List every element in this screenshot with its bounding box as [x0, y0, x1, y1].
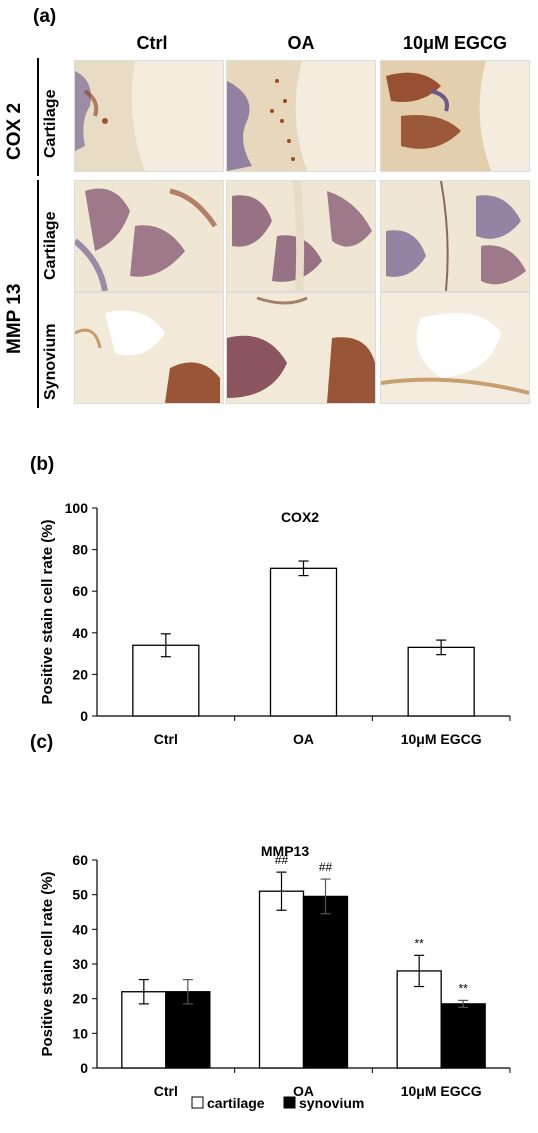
cox2-bar-value	[269, 567, 338, 717]
group-label-cox2: COX 2	[4, 102, 25, 160]
cox2-chart-title: COX2	[281, 509, 319, 525]
mmp13-y-tick-label: 20	[72, 991, 88, 1007]
micrograph-cox2-cartilage-egcg	[380, 60, 530, 172]
cox2-y-tick-label: 80	[72, 542, 88, 558]
cox2-y-axis-label: Positive stain cell rate (%)	[39, 519, 56, 704]
micrograph-mmp13-cartilage-oa	[226, 180, 376, 292]
cox2-bar-value	[407, 646, 475, 717]
mmp13-chart-title: MMP13	[261, 843, 309, 859]
column-header-egcg: 10μM EGCG	[402, 33, 508, 53]
micrograph-mmp13-cartilage-ctrl	[74, 180, 224, 292]
micrograph-mmp13-synovium-egcg	[380, 292, 530, 404]
mmp13-significance-mark: ##	[275, 853, 289, 867]
group-label-mmp13: MMP 13	[4, 283, 25, 354]
panel-c-label: (c)	[30, 732, 54, 753]
cox2-y-tick-label: 40	[72, 625, 88, 641]
mmp13-bar-chart: MMP13 Positive stain cell rate (%) 0 10 20 30…	[39, 843, 511, 1111]
row-label-mmp13-cartilage: Cartilage	[42, 211, 59, 280]
micrograph-mmp13-cartilage-egcg	[380, 180, 530, 292]
micrograph-cox2-cartilage-oa	[226, 60, 376, 172]
mmp13-significance-mark: **	[414, 936, 424, 950]
mmp13-x-tick-label: 10μM EGCG	[401, 1083, 482, 1099]
mmp13-x-tick-label: OA	[293, 1083, 314, 1099]
mmp13-significance-mark: ##	[319, 860, 333, 874]
group-divider-cox2	[37, 58, 39, 176]
cox2-x-tick-label: Ctrl	[154, 731, 178, 747]
micrograph-mmp13-synovium-ctrl	[74, 292, 224, 404]
mmp13-y-tick-label: 10	[72, 1025, 88, 1041]
row-label-mmp13-synovium: Synovium	[42, 323, 59, 400]
legend-label-synovium: synovium	[299, 1095, 364, 1111]
cox2-y-tick-label: 60	[72, 583, 88, 599]
micrograph-cox2-cartilage-ctrl	[74, 60, 224, 172]
legend-swatch-synovium	[283, 1096, 296, 1109]
group-divider-mmp13	[37, 180, 39, 408]
cox2-y-tick-label: 100	[65, 500, 89, 516]
mmp13-y-tick-label: 50	[72, 887, 88, 903]
mmp13-y-tick-label: 60	[72, 852, 88, 868]
micrograph-mmp13-synovium-oa	[226, 292, 376, 404]
mmp13-y-tick-label: 40	[72, 921, 88, 937]
mmp13-y-axis-label: Positive stain cell rate (%)	[39, 871, 56, 1056]
cox2-x-tick-label: OA	[293, 731, 314, 747]
panel-b-label: (b)	[30, 454, 55, 475]
panel-a-label: (a)	[33, 6, 57, 27]
mmp13-y-tick-label: 0	[80, 1060, 88, 1076]
column-header-oa: OA	[287, 33, 315, 53]
cox2-bar-chart: COX2 Positive stain cell rate (%) 0 20 40 60 8…	[39, 500, 511, 747]
legend-label-cartilage: cartilage	[207, 1095, 265, 1111]
mmp13-x-tick-label: Ctrl	[154, 1083, 178, 1099]
mmp13-significance-mark: **	[458, 981, 468, 995]
cox2-x-tick-label: 10μM EGCG	[401, 731, 482, 747]
mmp13-bar-synovium	[302, 895, 349, 1069]
cox2-y-tick-label: 20	[72, 666, 88, 682]
mmp13-bar-cartilage	[258, 890, 305, 1069]
column-header-ctrl: Ctrl	[136, 33, 168, 53]
legend-swatch-cartilage	[191, 1096, 204, 1109]
row-label-cox2-cartilage: Cartilage	[42, 89, 59, 158]
mmp13-y-tick-label: 30	[72, 956, 88, 972]
mmp13-bar-synovium	[440, 1003, 486, 1069]
cox2-y-tick-label: 0	[80, 708, 88, 724]
